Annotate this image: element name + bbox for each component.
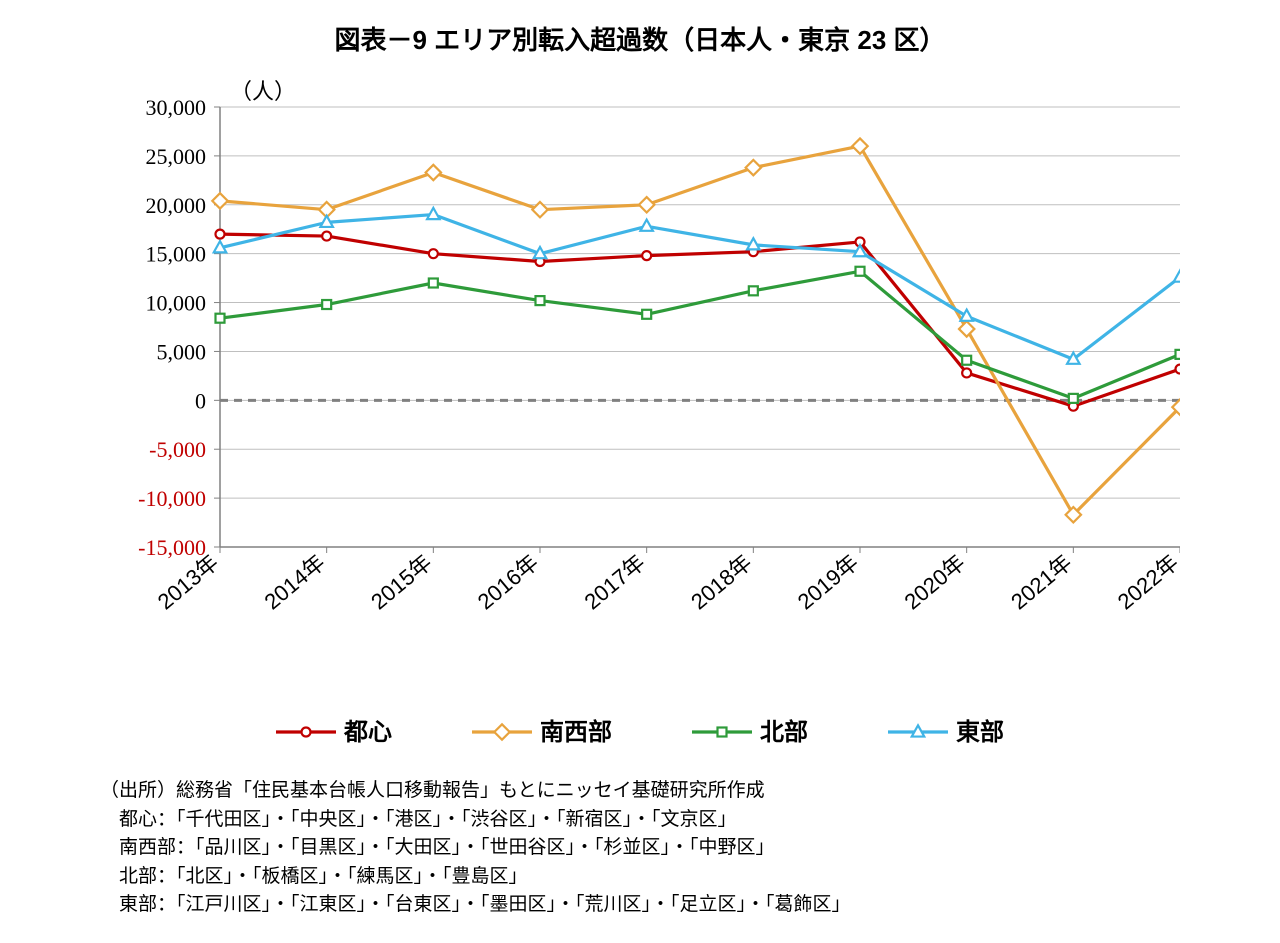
y-tick-label: 30,000	[146, 95, 207, 120]
legend-label: 南西部	[540, 712, 612, 747]
y-tick-label: 10,000	[146, 291, 207, 316]
series-marker-都心	[962, 368, 971, 377]
y-tick-label: 0	[195, 388, 206, 413]
y-tick-label: 20,000	[146, 193, 207, 218]
series-marker-北部	[856, 267, 865, 276]
legend-item-南西部: 南西部	[472, 712, 612, 747]
y-tick-label: -10,000	[138, 486, 206, 511]
y-axis-unit: （人）	[230, 79, 296, 104]
y-tick-label: 25,000	[146, 144, 207, 169]
page: 図表－9 エリア別転入超過数（日本人・東京 23 区） -15,000 -10,0…	[0, 0, 1280, 943]
y-tick-label: -15,000	[138, 535, 206, 560]
series-marker-北部	[642, 310, 651, 319]
legend: 都心 南西部 北部 東部	[40, 712, 1240, 747]
legend-swatch	[888, 720, 948, 740]
legend-label: 東部	[956, 712, 1004, 747]
chart-title: 図表－9 エリア別転入超過数（日本人・東京 23 区）	[40, 20, 1240, 57]
legend-label: 都心	[344, 712, 392, 747]
note-line: 都心：「千代田区」・「中央区」・「港区」・「渋谷区」・「新宿区」・「文京区」	[100, 806, 1240, 835]
series-marker-都心	[429, 249, 438, 258]
series-marker-北部	[749, 286, 758, 295]
note-line: 北部：「北区」・「板橋区」・「練馬区」・「豊島区」	[100, 863, 1240, 892]
series-marker-北部	[536, 296, 545, 305]
y-tick-label: 15,000	[146, 242, 207, 267]
note-line: 東部：「江戸川区」・「江東区」・「台東区」・「墨田区」・「荒川区」・「足立区」・…	[100, 891, 1240, 920]
line-chart-svg: -15,000 -10,000 -5,000 0 5,000 10,000 15,000 20…	[40, 67, 1180, 697]
series-marker-都心	[216, 230, 225, 239]
series-marker-北部	[1069, 394, 1078, 403]
series-marker-北部	[962, 356, 971, 365]
legend-item-東部: 東部	[888, 712, 1004, 747]
series-marker-都心	[1176, 365, 1181, 374]
note-line: （出所）総務省「住民基本台帳人口移動報告」もとにニッセイ基礎研究所作成	[100, 777, 1240, 806]
legend-label: 北部	[760, 712, 808, 747]
series-marker-都心	[322, 232, 331, 241]
legend-swatch	[692, 720, 752, 740]
legend-item-都心: 都心	[276, 712, 392, 747]
legend-swatch	[276, 720, 336, 740]
chart-area: -15,000 -10,000 -5,000 0 5,000 10,000 15,000 20…	[40, 67, 1240, 702]
series-marker-北部	[429, 279, 438, 288]
legend-swatch	[472, 720, 532, 740]
series-marker-北部	[216, 314, 225, 323]
legend-item-北部: 北部	[692, 712, 808, 747]
series-marker-北部	[322, 300, 331, 309]
y-tick-label: 5,000	[157, 339, 207, 364]
y-tick-label: -5,000	[149, 437, 206, 462]
series-marker-都心	[642, 251, 651, 260]
source-notes: （出所）総務省「住民基本台帳人口移動報告」もとにニッセイ基礎研究所作成 都心：「…	[100, 777, 1240, 920]
series-marker-北部	[1176, 350, 1181, 359]
note-line: 南西部：「品川区」・「目黒区」・「大田区」・「世田谷区」・「杉並区」・「中野区」	[100, 834, 1240, 863]
